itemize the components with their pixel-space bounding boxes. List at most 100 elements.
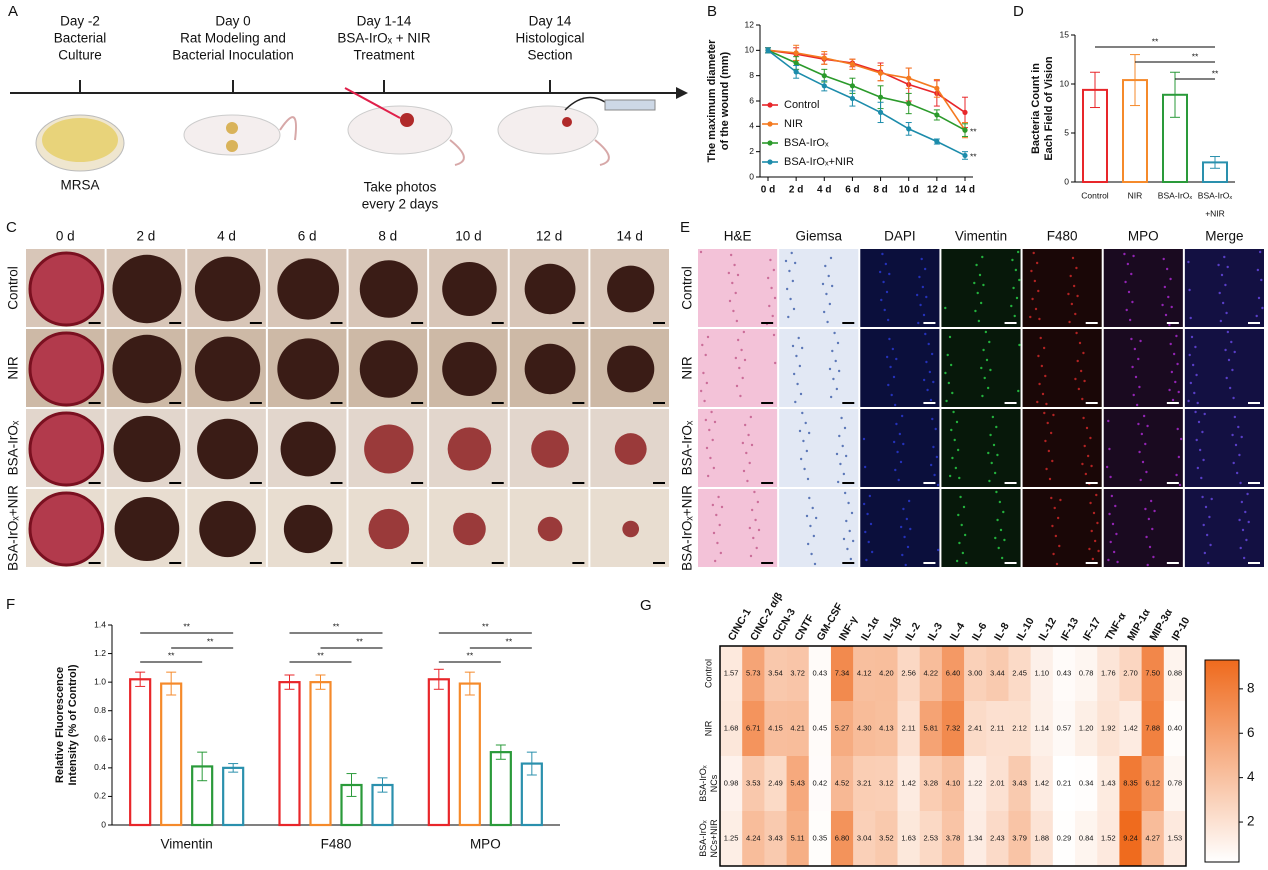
x-tick-label: MPO [470, 837, 501, 852]
stain-dot [899, 525, 903, 529]
stain-dot [836, 341, 840, 345]
heat-cell [875, 701, 898, 757]
stain-dot [1256, 268, 1260, 272]
series-line [767, 49, 966, 131]
stain-dot [704, 418, 708, 422]
stain-dot [746, 479, 749, 483]
heat-cell [986, 756, 1009, 812]
stain-image [1022, 249, 1102, 327]
heat-cell [919, 646, 943, 702]
stain-dot [1233, 350, 1236, 354]
point [962, 152, 968, 159]
stain-dot [1135, 403, 1139, 407]
cell-label: 3.52 [879, 833, 894, 842]
stain-dot [708, 428, 711, 432]
stain-dot [771, 314, 774, 318]
wound [28, 331, 105, 407]
y-axis-label: Bacteria Count in [1030, 63, 1042, 154]
annotation: ** [333, 621, 340, 631]
stain-dot [1046, 421, 1049, 425]
stain-image [698, 249, 778, 327]
stain-dot [862, 437, 866, 441]
stain-dot [1137, 422, 1140, 426]
stain-dot [837, 369, 841, 373]
cell-label: 1.42 [1123, 723, 1138, 732]
stain-dot [1176, 427, 1179, 431]
stain-dot [1231, 368, 1234, 372]
stain-dot [834, 359, 837, 363]
stain-dot [955, 420, 959, 424]
row-label: Control [703, 659, 713, 688]
stain-dot [1244, 510, 1247, 514]
column-label: CNTF [792, 612, 817, 643]
stain-dot [716, 541, 719, 545]
cell-label: 1.25 [724, 833, 739, 842]
column-label: 2 d [137, 229, 156, 244]
stain-dot [1068, 320, 1071, 324]
stain-dot [727, 271, 731, 275]
wound [368, 508, 410, 550]
cell-label: 1.92 [1101, 723, 1116, 732]
heat-cell [742, 811, 765, 867]
stain-dot [884, 262, 888, 266]
heat-cell [764, 701, 787, 757]
wound [197, 418, 259, 480]
stain-dot [976, 291, 979, 295]
stain-dot [843, 426, 847, 430]
stain-dot [1083, 379, 1086, 383]
bar [222, 766, 245, 827]
heat-cell [830, 756, 854, 812]
stain-dot [1232, 396, 1235, 400]
stain-dot [990, 461, 993, 465]
row-label: BSA-IrOₓ+NIR [6, 485, 21, 571]
stain-dot [792, 307, 796, 311]
cell-label: 3.43 [768, 833, 783, 842]
stain-dot [791, 344, 795, 348]
stain-dot [1190, 335, 1194, 339]
stain-dot [731, 281, 734, 285]
stain-dot [1201, 495, 1204, 499]
stain-dot [1146, 424, 1149, 428]
stain-dot [1228, 386, 1232, 390]
stain-dot [1202, 458, 1205, 462]
stain-dot [1054, 534, 1058, 538]
stain-dot [974, 309, 977, 313]
stain-dot [931, 417, 934, 421]
stain-dot [848, 529, 851, 533]
stain-dot [882, 280, 885, 284]
stain-dot [1037, 354, 1040, 358]
stain-dot [794, 400, 797, 404]
row-label: BSA-IrOₓ [680, 420, 695, 475]
stain-dot [1052, 413, 1055, 417]
column-label: DAPI [884, 229, 916, 244]
stain-dot [981, 394, 984, 398]
stain-dot [851, 539, 855, 543]
stain-dot [1011, 258, 1014, 262]
stain-dot [1239, 546, 1242, 550]
stain-dot [881, 252, 884, 256]
y-tick-label: 0.2 [94, 791, 106, 801]
y-tick-label: 10 [745, 45, 755, 55]
timeline-text: Rat Modeling and [180, 31, 286, 46]
stain-dot [895, 357, 898, 361]
stain-dot [703, 399, 706, 403]
stain-dot [792, 372, 796, 376]
stain-dot [895, 422, 898, 426]
stain-dot [906, 545, 910, 549]
stain-dot [842, 537, 846, 541]
stain-dot [929, 463, 933, 467]
cell-label: 4.27 [1145, 833, 1160, 842]
stain-dot [951, 391, 954, 395]
stain-dot [1067, 292, 1070, 296]
column-label: 14 d [617, 229, 643, 244]
stain-dot [1124, 280, 1127, 284]
stain-dot [1169, 342, 1172, 346]
stain-dot [1082, 351, 1085, 355]
stain-dot [1238, 453, 1241, 457]
stain-dot [1225, 311, 1228, 315]
bar [427, 678, 450, 827]
stain-dot [785, 287, 789, 291]
legend-marker [767, 121, 773, 127]
stain-dot [1240, 500, 1244, 504]
colorbar [1204, 659, 1240, 863]
